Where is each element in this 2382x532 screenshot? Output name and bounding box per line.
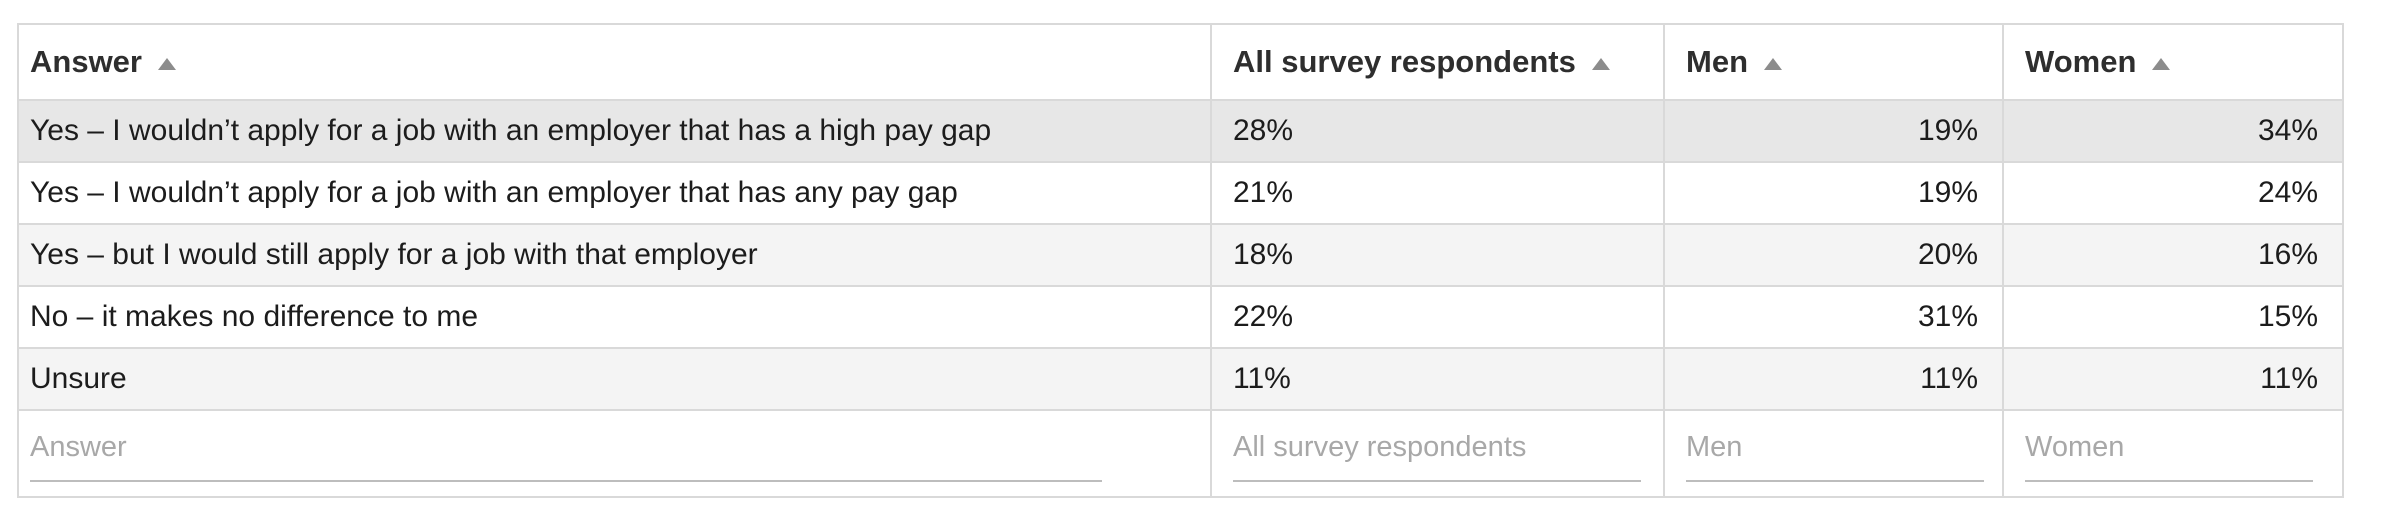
- cell-all-respondents: 11%: [1210, 347, 1665, 411]
- cell-answer: Yes – I wouldn’t apply for a job with an…: [17, 99, 1212, 163]
- cell-answer: Unsure: [17, 347, 1212, 411]
- column-header-label: Answer: [30, 44, 142, 79]
- filter-cell-answer: [17, 409, 1212, 498]
- table-row: No – it makes no difference to me 22% 31…: [17, 285, 2344, 349]
- column-header-label: All survey respondents: [1233, 44, 1576, 79]
- filter-cell-women: [2002, 409, 2344, 498]
- filter-cell-all-respondents: [1210, 409, 1665, 498]
- cell-all-respondents: 18%: [1210, 223, 1665, 287]
- cell-women: 11%: [2002, 347, 2344, 411]
- cell-men: 19%: [1663, 161, 2004, 225]
- cell-men: 31%: [1663, 285, 2004, 349]
- table-row: Yes – I wouldn’t apply for a job with an…: [17, 161, 2344, 225]
- filter-row: [17, 409, 2344, 498]
- table-container: Answer All survey respondents Men Women …: [17, 23, 2344, 498]
- sort-ascending-icon: [2152, 58, 2171, 70]
- filter-cell-men: [1663, 409, 2004, 498]
- cell-answer: No – it makes no difference to me: [17, 285, 1212, 349]
- table-row: Yes – but I would still apply for a job …: [17, 223, 2344, 287]
- sort-ascending-icon: [1764, 58, 1782, 70]
- cell-women: 34%: [2002, 99, 2344, 163]
- column-header-women[interactable]: Women: [2002, 23, 2344, 101]
- table-row: Yes – I wouldn’t apply for a job with an…: [17, 99, 2344, 163]
- cell-women: 16%: [2002, 223, 2344, 287]
- survey-results-table: Answer All survey respondents Men Women …: [17, 23, 2344, 498]
- column-header-men[interactable]: Men: [1663, 23, 2004, 101]
- column-header-label: Men: [1686, 44, 1748, 79]
- cell-all-respondents: 22%: [1210, 285, 1665, 349]
- cell-all-respondents: 28%: [1210, 99, 1665, 163]
- column-header-all-respondents[interactable]: All survey respondents: [1210, 23, 1665, 101]
- filter-input-answer[interactable]: [30, 431, 1102, 482]
- filter-input-men[interactable]: [1686, 431, 1984, 482]
- column-header-label: Women: [2025, 44, 2137, 79]
- cell-women: 24%: [2002, 161, 2344, 225]
- sort-ascending-icon: [157, 58, 176, 70]
- cell-answer: Yes – but I would still apply for a job …: [17, 223, 1212, 287]
- filter-input-women[interactable]: [2025, 431, 2313, 482]
- cell-all-respondents: 21%: [1210, 161, 1665, 225]
- table-row: Unsure 11% 11% 11%: [17, 347, 2344, 411]
- cell-men: 20%: [1663, 223, 2004, 287]
- cell-men: 19%: [1663, 99, 2004, 163]
- cell-men: 11%: [1663, 347, 2004, 411]
- header-row: Answer All survey respondents Men Women: [17, 23, 2344, 101]
- cell-answer: Yes – I wouldn’t apply for a job with an…: [17, 161, 1212, 225]
- cell-women: 15%: [2002, 285, 2344, 349]
- column-header-answer[interactable]: Answer: [17, 23, 1212, 101]
- filter-input-all-respondents[interactable]: [1233, 431, 1641, 482]
- sort-ascending-icon: [1591, 58, 1610, 70]
